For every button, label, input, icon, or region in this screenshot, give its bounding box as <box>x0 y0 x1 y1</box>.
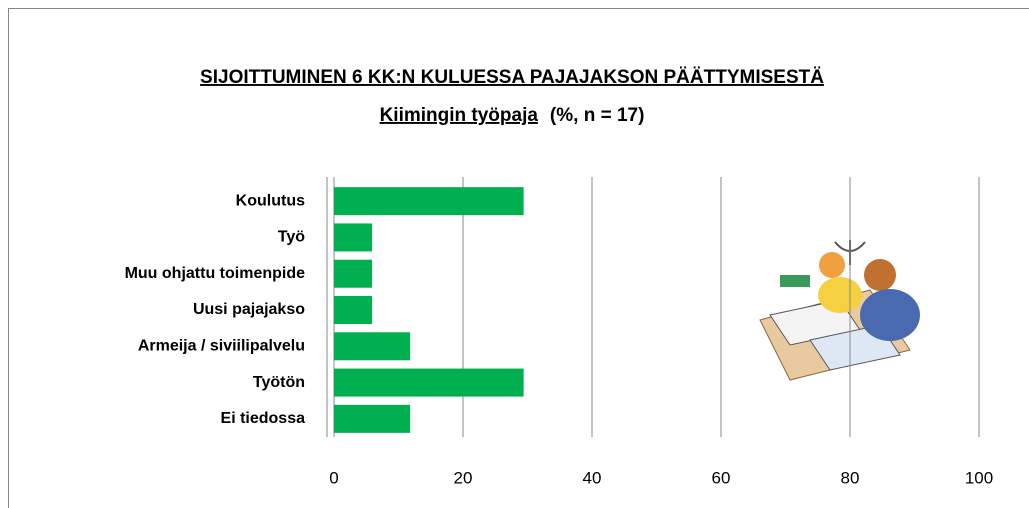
chart-title: SIJOITTUMINEN 6 KK:N KULUESSA PAJAJAKSON… <box>200 67 824 88</box>
x-tick-label: 20 <box>454 468 473 487</box>
x-tick-label: 100 <box>965 468 993 487</box>
bar <box>334 369 524 397</box>
y-tick-label: Muu ohjattu toimenpide <box>125 265 306 282</box>
bar <box>334 405 410 433</box>
y-tick-label: Armeija / siviilipalvelu <box>138 338 305 355</box>
y-tick-label: Ei tiedossa <box>221 410 306 427</box>
chart: SIJOITTUMINEN 6 KK:N KULUESSA PAJAJAKSON… <box>0 0 1029 508</box>
x-tick-label: 0 <box>329 468 338 487</box>
subtitle-place: Kiimingin työpaja <box>380 105 539 126</box>
bar <box>334 332 410 360</box>
bar <box>334 260 372 288</box>
y-tick-label: Työ <box>278 229 305 246</box>
y-tick-label: Koulutus <box>236 192 305 209</box>
chart-subtitle: Kiimingin työpaja (%, n = 17) <box>380 105 645 126</box>
x-tick-label: 60 <box>712 468 731 487</box>
x-tick-label: 80 <box>841 468 860 487</box>
y-tick-label: Uusi pajajakso <box>193 301 305 318</box>
x-tick-label: 40 <box>583 468 602 487</box>
bar <box>334 296 372 324</box>
subtitle-note: (%, n = 17) <box>550 105 645 126</box>
y-tick-label: Työtön <box>253 374 305 391</box>
bar <box>334 223 372 251</box>
bar <box>334 187 524 215</box>
